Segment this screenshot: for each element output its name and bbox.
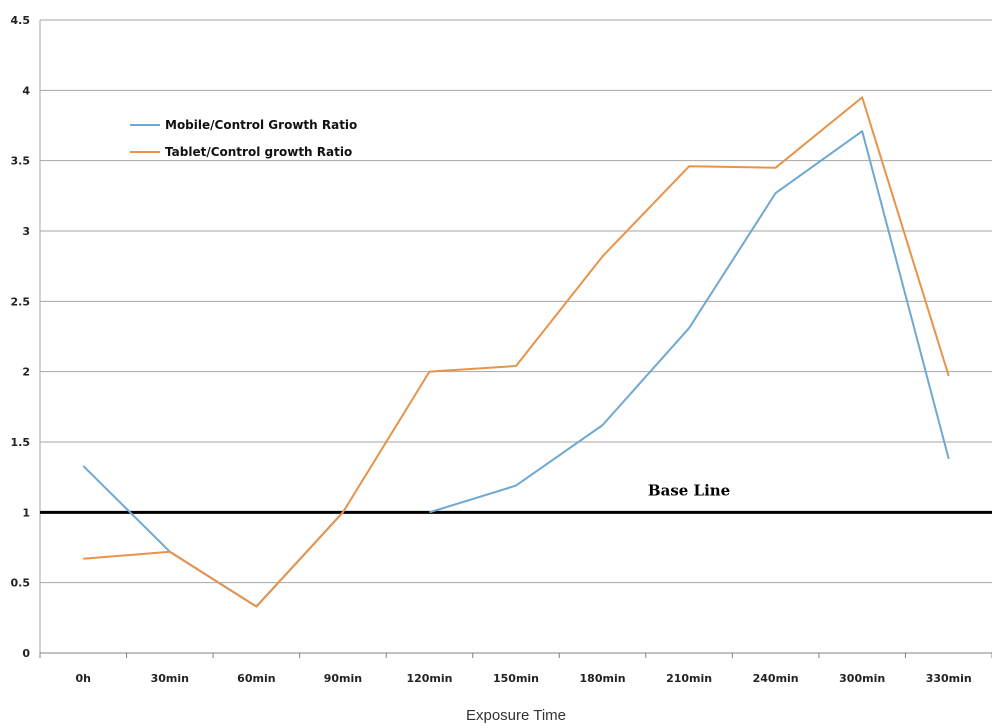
y-tick-label: 4.5 (11, 14, 31, 27)
gridlines (39, 19, 992, 654)
y-tick-label: 1 (22, 506, 30, 519)
x-tick-label: 210min (666, 672, 712, 685)
x-tick-label: 30min (151, 672, 189, 685)
x-tick-label: 90min (324, 672, 362, 685)
x-axis-title: Exposure Time (466, 707, 566, 724)
series-line-tablet (83, 96, 950, 608)
y-tick-label: 2.5 (11, 295, 31, 308)
y-tick-label: 2 (22, 366, 30, 379)
series-line-mobile (429, 130, 950, 514)
legend: Mobile/Control Growth Ratio Tablet/Contro… (130, 118, 357, 159)
y-tick-label: 1.5 (11, 436, 31, 449)
y-tick-label: 3 (22, 225, 30, 238)
baseline-label: Base Line (648, 481, 730, 499)
x-tick-label: 240min (753, 672, 799, 685)
series-lines (82, 96, 950, 608)
x-tick-label: 120min (406, 672, 452, 685)
legend-label: Mobile/Control Growth Ratio (165, 118, 357, 132)
legend-label: Tablet/Control growth Ratio (165, 145, 352, 159)
x-tick-label: 180min (580, 672, 626, 685)
x-tick-label: 0h (76, 672, 92, 685)
x-tick-label: 60min (237, 672, 275, 685)
y-tick-label: 3.5 (11, 155, 31, 168)
x-tick-label: 330min (926, 672, 972, 685)
y-tick-label: 4 (22, 84, 30, 97)
y-axis-ticks: 0 0.5 1 1.5 2 2.5 3 3.5 4 4.5 (11, 14, 31, 660)
y-tick-label: 0 (22, 647, 30, 660)
x-tick-label: 150min (493, 672, 539, 685)
x-tick-label: 300min (839, 672, 885, 685)
x-axis-ticks: 0h 30min 60min 90min 120min 150min 180min 210mi… (39, 653, 992, 685)
y-tick-label: 0.5 (11, 577, 31, 590)
series-line-mobile (82, 465, 344, 608)
